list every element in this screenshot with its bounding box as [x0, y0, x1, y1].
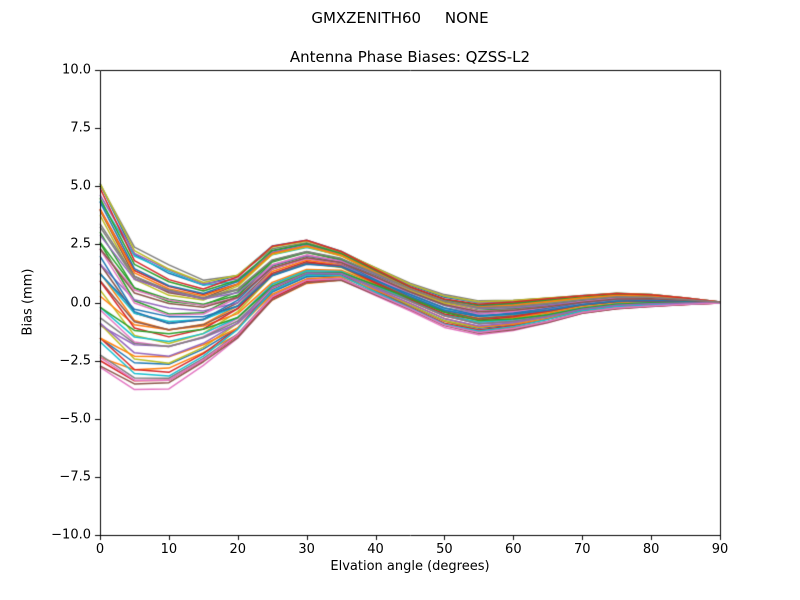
x-axis-label: Elvation angle (degrees): [330, 559, 490, 574]
figure-suptitle: GMXZENITH60 NONE: [311, 9, 489, 27]
y-axis-label: Bias (mm): [20, 268, 36, 336]
axes-title: Antenna Phase Biases: QZSS-L2: [289, 48, 531, 66]
